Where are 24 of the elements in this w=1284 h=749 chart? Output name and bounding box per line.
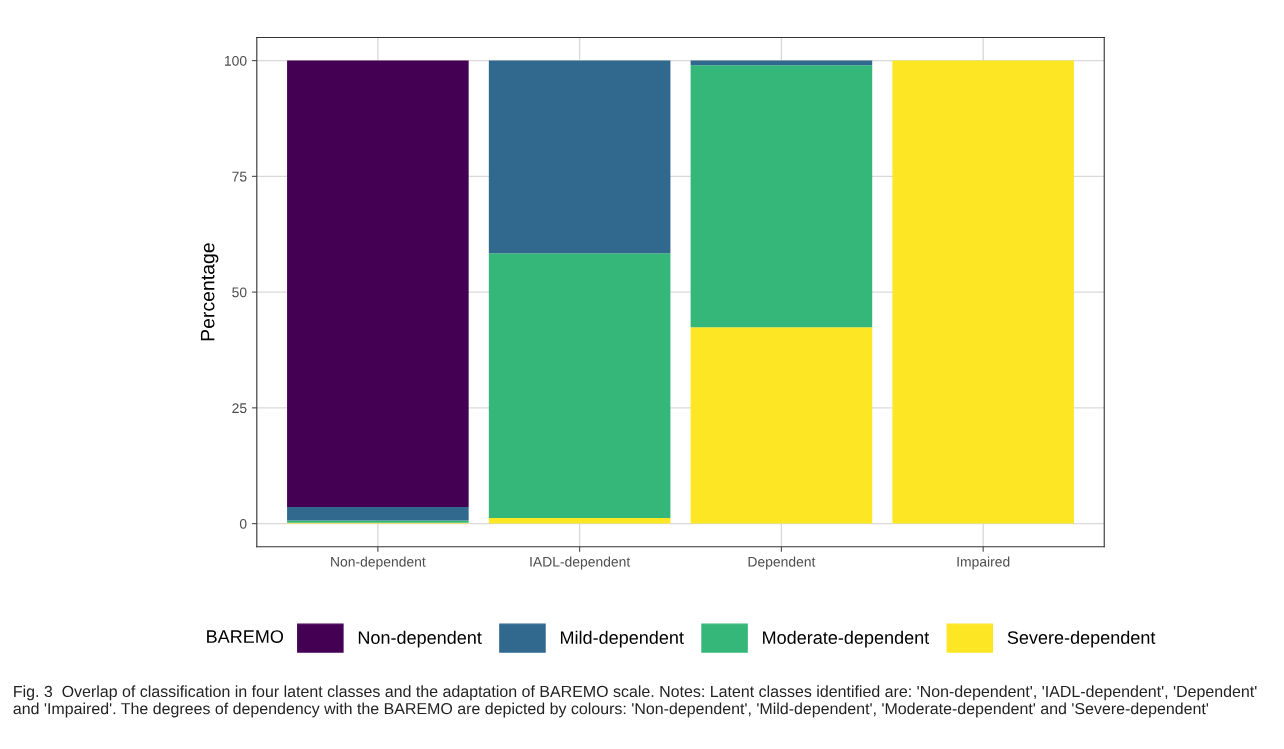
x-tick-label: Dependent (748, 556, 816, 570)
legend-label: Severe-dependent (1007, 630, 1156, 648)
legend-label: Non-dependent (358, 630, 482, 648)
bar (488, 518, 671, 524)
bar (690, 65, 873, 328)
legend-label: Moderate-dependent (763, 630, 930, 648)
bar (287, 60, 469, 507)
x-tick-label: Impaired (957, 556, 1010, 570)
caption: Fig. 3 Overlap of classification in four latent classes and the adaptation of BAREMO scale. Notes: Latent classes identified are: 'Non-dependent', 'IADL-dependent', 'Dependent' and 'Impaired'. The degrees of dependency with the BAREMO are depicted by colours: 'Non-dependent', 'Mild-dependent', 'Moderate-dependent' and 'Severe-dependent' (13, 685, 1257, 718)
y-tick-label: 100 (224, 55, 247, 66)
bar (488, 253, 671, 519)
bar (892, 60, 1074, 524)
legend-label: Mild-dependent (560, 630, 684, 648)
y-tick-label: 0 (239, 518, 247, 529)
y-axis-title: Percentage (200, 243, 219, 341)
bar (488, 60, 671, 254)
bar (690, 327, 873, 524)
x-tick-label: Non-dependent (331, 556, 426, 570)
y-tick-label: 75 (232, 171, 247, 182)
y-tick-label: 50 (232, 287, 247, 298)
bar (287, 506, 469, 521)
x-tick-label: IADL-dependent (530, 556, 631, 570)
legend-title: BAREMO (207, 630, 284, 643)
y-tick-label: 25 (232, 403, 247, 414)
